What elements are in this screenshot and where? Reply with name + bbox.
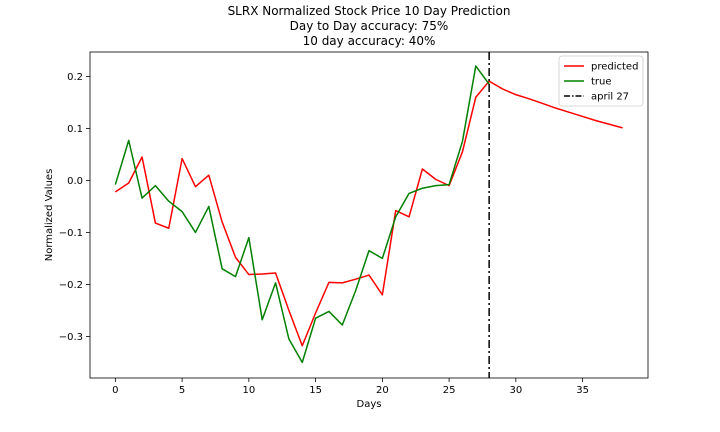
plot-lines [114,52,623,378]
x-tick-label: 25 [443,385,456,396]
x-axis-label: Days [357,399,382,410]
y-tick-label: 0.0 [67,176,83,187]
y-tick-label: −0.1 [59,228,83,239]
y-tick-label: 0.2 [67,72,83,83]
x-tick-label: 0 [112,385,118,396]
legend-label: true [591,77,612,88]
x-tick-label: 5 [179,385,185,396]
y-tick-label: −0.2 [59,280,83,291]
y-tick-label: −0.3 [59,332,83,343]
x-tick-label: 20 [376,385,389,396]
x-tick-label: 35 [576,385,589,396]
legend-box [558,55,644,107]
chart-subtitle-2: 10 day accuracy: 40% [302,34,436,48]
x-tick-label: 10 [242,385,255,396]
chart-subtitle-1: Day to Day accuracy: 75% [289,19,449,33]
legend-label: april 27 [591,92,629,103]
y-tick-label: 0.1 [67,124,83,135]
legend-label: predicted [591,62,638,73]
y-axis-label: Normalized Values [44,169,55,262]
plot-frame [89,51,649,379]
legend: predicted true april 27 [558,55,644,107]
x-axis: 0 5 10 15 20 25 30 35 [112,378,589,396]
series-line-true [114,65,490,364]
chart-title: SLRX Normalized Stock Price 10 Day Predi… [227,4,511,18]
x-tick-label: 15 [309,385,322,396]
y-axis: −0.3 −0.2 −0.1 0.0 0.1 0.2 [59,72,90,343]
x-tick-label: 30 [509,385,522,396]
chart-title-block: SLRX Normalized Stock Price 10 Day Predi… [0,4,720,49]
series-line-predicted [114,80,623,347]
